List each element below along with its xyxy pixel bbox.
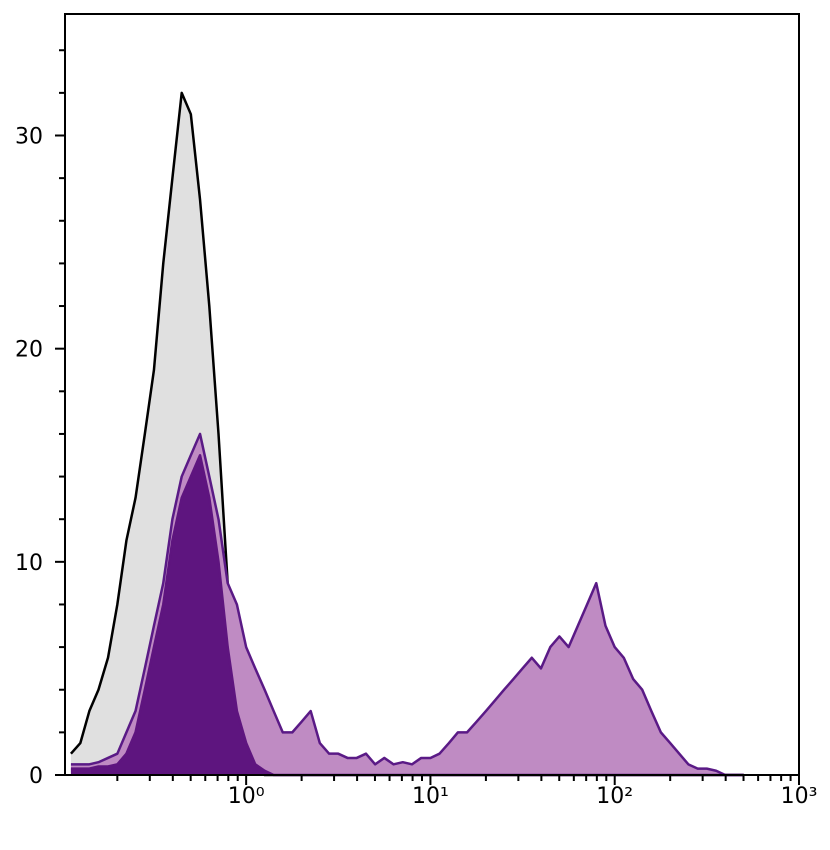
y-tick-label: 20	[15, 338, 43, 363]
y-tick-label: 0	[29, 764, 43, 789]
plot-frame	[64, 13, 800, 776]
x-tick-label: 10³	[781, 784, 818, 809]
x-tick-label: 10⁰	[228, 784, 265, 809]
histogram-area	[70, 455, 744, 775]
y-tick-label: 30	[15, 125, 43, 150]
histogram-area	[70, 433, 744, 775]
y-tick-label: 10	[15, 551, 43, 576]
x-tick-label: 10¹	[412, 784, 449, 809]
histogram-line	[70, 432, 744, 777]
x-tick-label: 10²	[596, 784, 633, 809]
